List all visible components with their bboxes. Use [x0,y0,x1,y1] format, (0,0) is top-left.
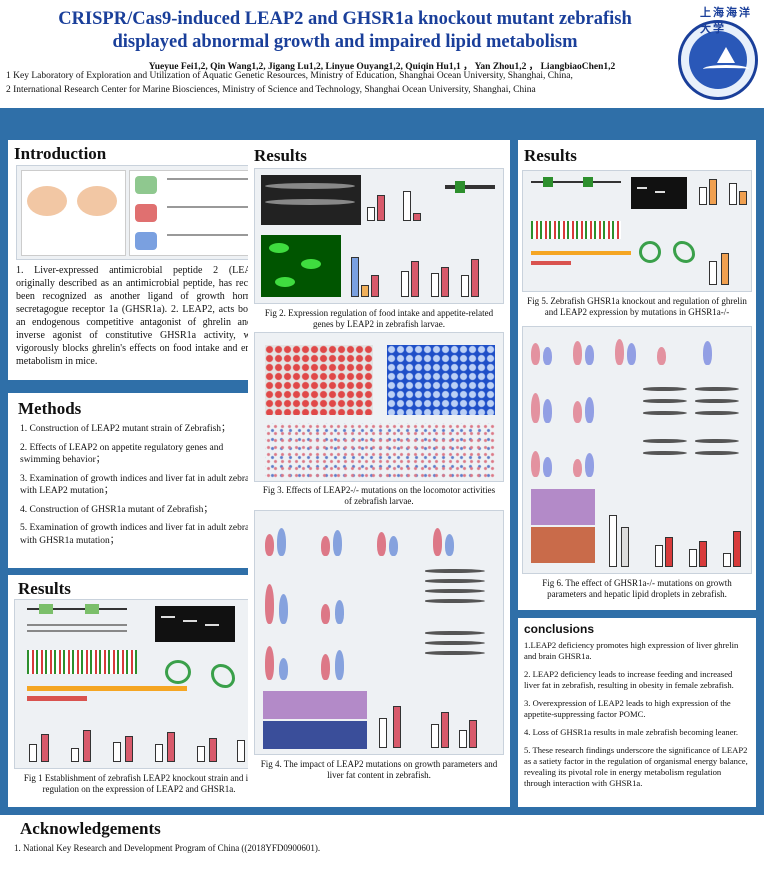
conclusion-item: 4. Loss of GHSR1a results in male zebraf… [524,727,739,737]
poster-title: CRISPR/Cas9-induced LEAP2 and GHSR1a kno… [58,9,632,52]
introduction-heading: Introduction [14,144,107,163]
acknowledgements-text: 1. National Key Research and Development… [14,843,321,853]
methods-list: 1. Construction of LEAP2 mutant strain o… [20,423,264,553]
conclusion-item: 2. LEAP2 deficiency leads to increase fe… [524,669,734,690]
methods-item: 1. Construction of LEAP2 mutant strain o… [20,424,231,434]
conclusions-list: 1.LEAP2 deficiency promotes high express… [524,640,750,789]
conclusions-panel: conclusions 1.LEAP2 deficiency promotes … [518,618,756,807]
methods-panel: Methods 1. Construction of LEAP2 mutant … [8,393,270,568]
conclusion-item: 1.LEAP2 deficiency promotes high express… [524,640,739,661]
figure-6-caption: Fig 6. The effect of GHSR1a-/- mutations… [542,578,732,599]
acknowledgements-panel: Acknowledgements 1. National Key Researc… [0,815,764,869]
results-right-heading: Results [524,146,577,165]
figure-6 [522,326,752,574]
logo-lettering: 上海海洋大学 [700,7,752,35]
methods-item: 2. Effects of LEAP2 on appetite regulato… [20,442,224,466]
results-middle-panel: Results Fig 2. Expression regulation of … [248,140,510,807]
methods-heading: Methods [18,399,82,418]
results-left-panel: Results Fig 1 Establishment of z [8,575,270,807]
university-logo [678,20,758,100]
figure-1-caption: Fig 1 Establishment of zebrafish LEAP2 k… [23,773,255,794]
introduction-text: 1. Liver-expressed antimicrobial peptide… [16,265,268,367]
results-right-panel: Results Fig 5. Zebrafish GHSR1a knockout… [518,140,756,610]
figure-5-caption: Fig 5. Zebrafish GHSR1a knockout and reg… [527,296,747,317]
figure-1 [14,599,264,769]
methods-item: 5. Examination of growth indices and liv… [20,523,264,546]
conclusions-heading: conclusions [524,622,595,636]
results-left-heading: Results [18,579,71,598]
poster-header: CRISPR/Cas9-induced LEAP2 and GHSR1a kno… [0,0,764,108]
author-list: Yueyue Fei1,2, Qin Wang1,2, Jigang Lu1,2… [148,62,616,72]
methods-item: 4. Construction of GHSR1a mutant of Zebr… [20,504,213,515]
results-middle-heading: Results [254,146,307,165]
conclusion-item: 5. These research findings underscore th… [524,745,748,788]
figure-2 [254,168,504,304]
figure-2-caption: Fig 2. Expression regulation of food int… [264,308,494,329]
introduction-panel: Introduction 1. Liver-expressed antimicr… [8,140,270,380]
methods-item: 3. Examination of growth indices and liv… [20,473,264,497]
figure-4 [254,510,504,755]
introduction-figure [16,165,266,260]
figure-3-caption: Fig 3. Effects of LEAP2-/- mutations on … [262,485,496,506]
figure-4-caption: Fig 4. The impact of LEAP2 mutations on … [260,759,498,780]
affiliation-2: 2 International Research Center for Mari… [6,85,536,95]
figure-3 [254,332,504,482]
figure-5 [522,170,752,292]
acknowledgements-heading: Acknowledgements [20,819,161,838]
affiliation-1: 1 Key Laboratory of Exploration and Util… [6,71,573,81]
conclusion-item: 3. Overexpression of LEAP2 leads to high… [524,698,731,719]
